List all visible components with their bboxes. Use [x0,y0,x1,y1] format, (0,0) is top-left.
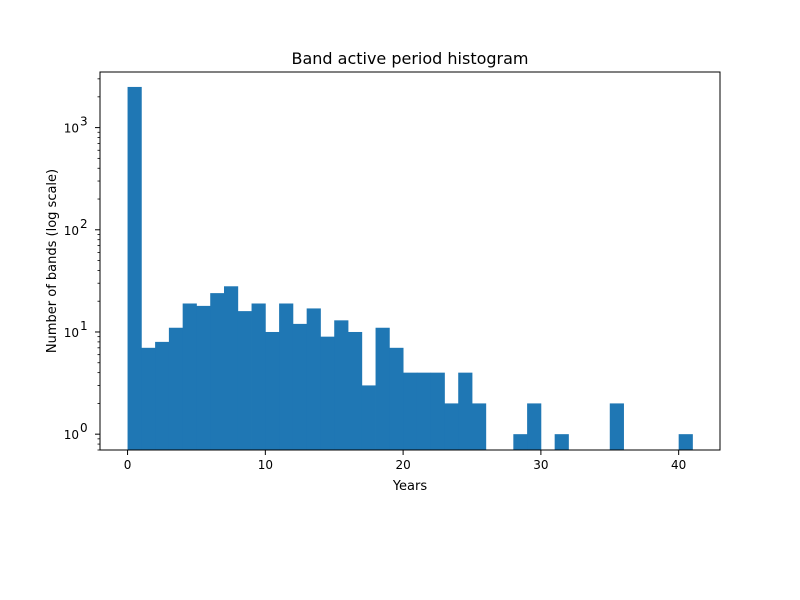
histogram-bar [210,293,225,450]
x-axis-label: Years [392,479,428,494]
histogram-bar [155,341,170,450]
histogram-bar [292,323,308,450]
histogram-bar [224,286,239,450]
histogram-bar [306,308,321,450]
histogram-bar [375,327,390,450]
histogram-bar [334,320,349,450]
histogram-bar [320,336,335,450]
histogram-bar [416,372,432,450]
histogram-bar [237,311,252,450]
histogram-bar [265,331,280,450]
histogram-bar [168,327,184,450]
y-tick-label: 10 [64,428,79,442]
histogram-bar [348,331,363,450]
y-tick-exponent: 1 [80,319,88,333]
histogram-bar [609,403,624,450]
histogram-bar [127,86,142,450]
histogram-bar [430,372,445,450]
histogram-bar [527,403,542,450]
histogram-bar [554,434,569,450]
histogram-bar [389,347,404,450]
y-tick-label: 10 [64,326,79,340]
histogram-bar [403,372,418,450]
histogram-bars [127,86,693,450]
histogram-bar [444,403,459,450]
plot-frame [99,71,721,451]
y-tick-exponent: 0 [80,421,88,435]
histogram-bar [196,305,211,450]
y-tick-exponent: 3 [80,115,88,129]
chart-title: Band active period histogram [291,49,528,68]
x-axis-ticks: 0 10 20 30 40 [124,450,686,472]
x-tick-label: 10 [258,458,273,472]
x-tick-label: 20 [395,458,410,472]
histogram-bar [513,434,528,450]
x-tick-label: 0 [124,458,132,472]
histogram-bar [458,372,473,450]
x-tick-label: 40 [671,458,686,472]
y-tick-exponent: 2 [80,217,88,231]
histogram-bar [472,403,487,450]
histogram-bar [361,385,376,450]
histogram-bar [279,303,294,450]
y-axis-label: Number of bands (log scale) [45,169,60,353]
histogram-bar [678,434,693,450]
y-tick-label: 10 [64,122,79,136]
histogram-bar [141,347,156,450]
y-tick-label: 10 [64,224,79,238]
histogram-bar [182,303,197,450]
histogram-bar [251,303,266,450]
x-tick-label: 30 [533,458,548,472]
